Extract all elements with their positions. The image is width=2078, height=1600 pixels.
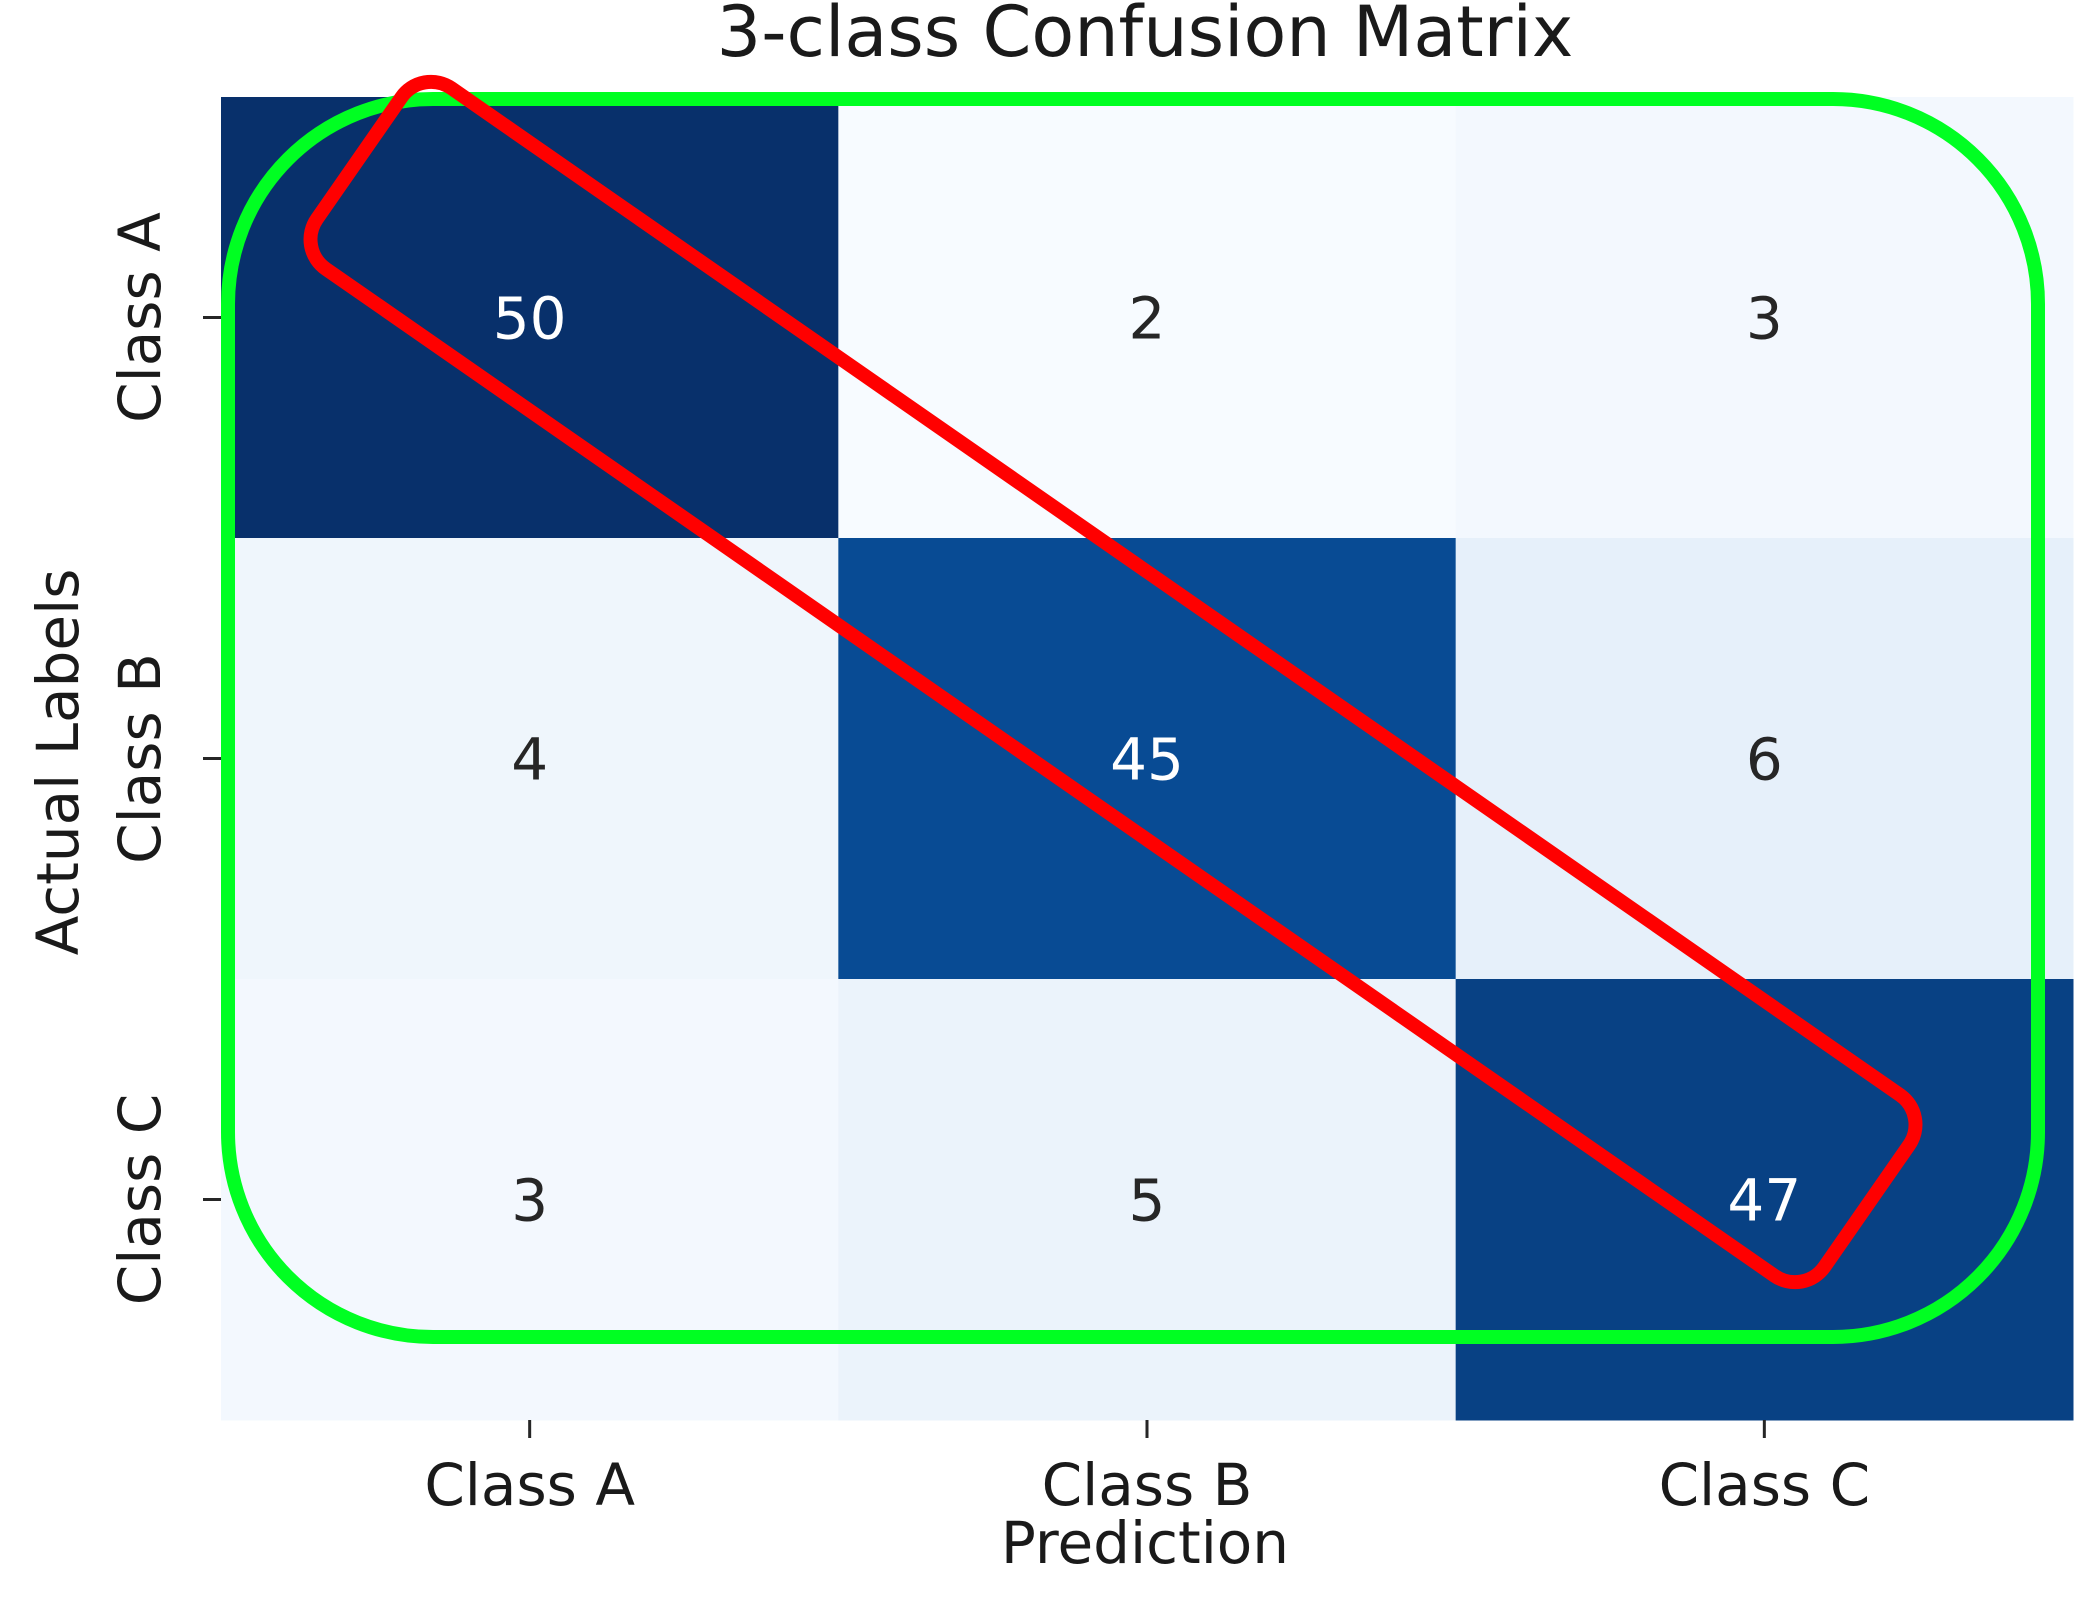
y-axis-ticks: Class A Class B Class C (106, 212, 221, 1305)
heatmap-cell (221, 538, 839, 980)
heatmap-cell (838, 979, 1457, 1421)
x-axis-ticks: Class A Class B Class C (424, 1420, 1870, 1519)
cell-value-label: 47 (1727, 1167, 1801, 1235)
heatmap-cell (1455, 538, 2074, 980)
cell-value-label: 45 (1110, 726, 1184, 794)
cell-value-label: 50 (493, 285, 567, 353)
y-tick-label: Class A (106, 212, 174, 423)
y-axis-label: Actual Labels (24, 569, 92, 956)
heatmap-cells (221, 97, 2074, 1421)
x-tick-label: Class A (424, 1451, 635, 1519)
x-tick-label: Class B (1042, 1451, 1253, 1519)
chart-title: 3-class Confusion Matrix (717, 0, 1574, 73)
x-axis-label: Prediction (1001, 1509, 1289, 1577)
y-tick-label: Class C (106, 1094, 174, 1306)
heatmap-cell-labels: 50 2 3 4 45 6 3 5 47 (493, 285, 1801, 1235)
cell-value-label: 3 (1746, 285, 1783, 353)
cell-value-label: 4 (511, 726, 548, 794)
x-tick-label: Class C (1659, 1451, 1871, 1519)
heatmap-cell (221, 97, 839, 539)
red-diagonal-highlight-box (303, 74, 1923, 1290)
cell-value-label: 6 (1746, 726, 1783, 794)
heatmap-cell (838, 538, 1457, 980)
green-highlight-box (221, 92, 2045, 1344)
heatmap-cell (1455, 97, 2074, 539)
cell-value-label: 3 (511, 1167, 548, 1235)
cell-value-label: 5 (1129, 1167, 1166, 1235)
heatmap-cell (1455, 979, 2074, 1421)
y-tick-label: Class B (106, 653, 174, 864)
heatmap-cell (221, 979, 839, 1421)
heatmap-cell (838, 97, 1457, 539)
cell-value-label: 2 (1129, 285, 1166, 353)
